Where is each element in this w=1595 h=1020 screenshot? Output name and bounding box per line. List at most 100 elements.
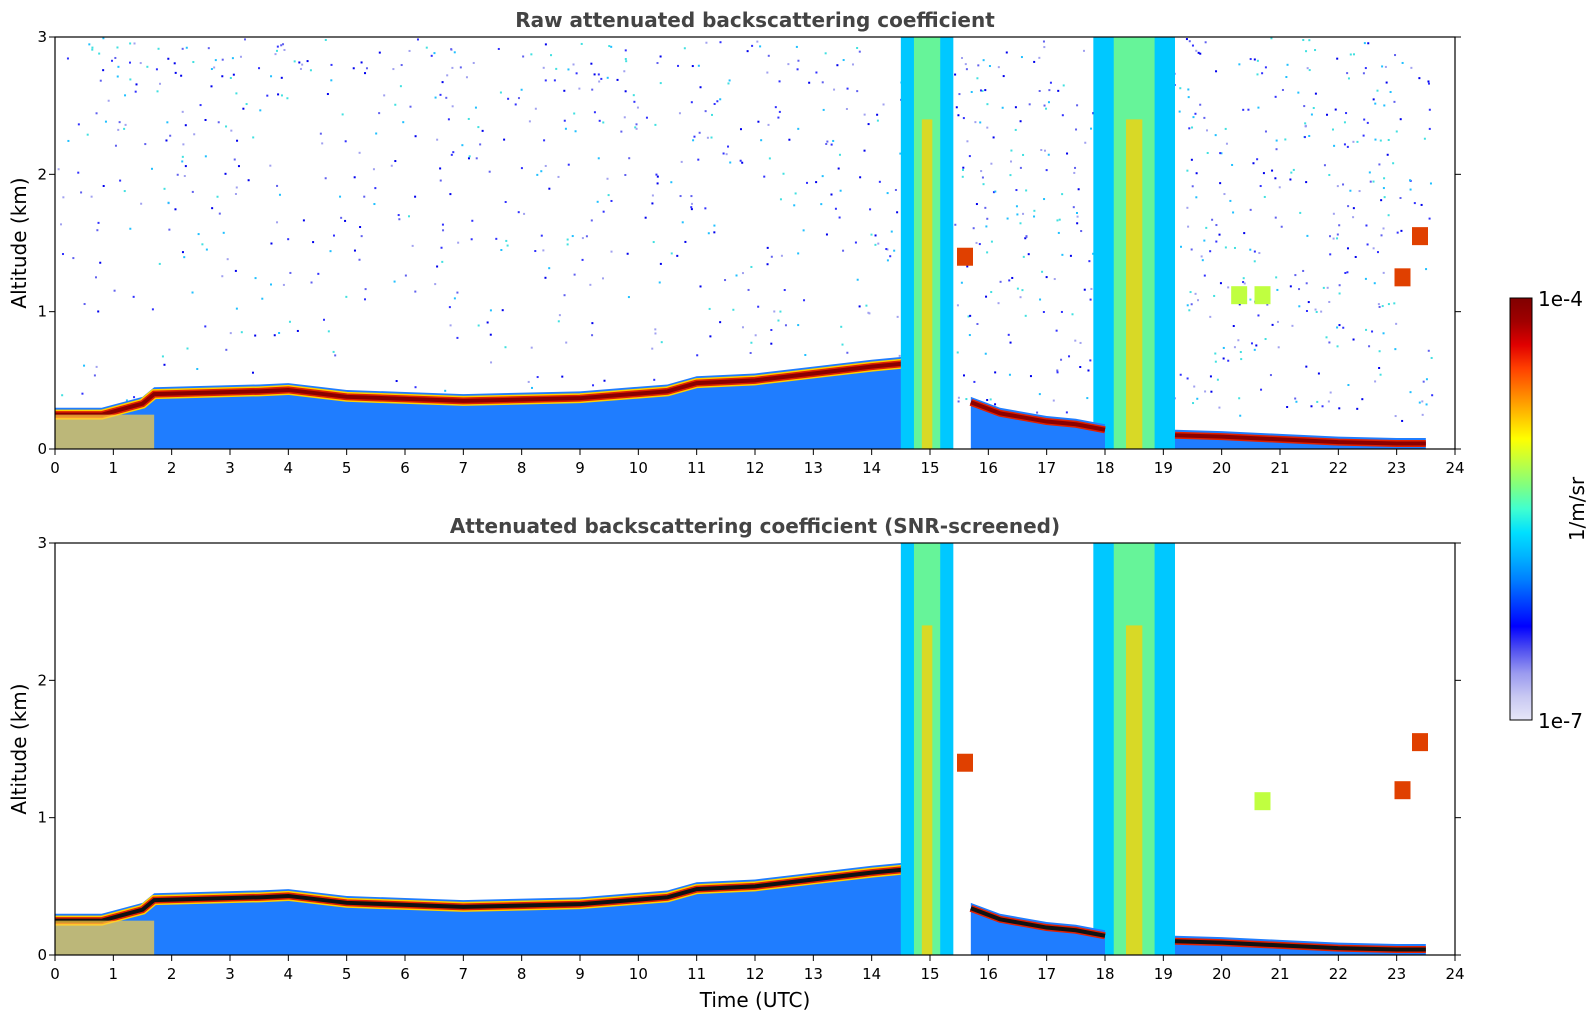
noise-speck: [185, 46, 188, 49]
noise-speck: [759, 45, 762, 48]
noise-speck: [874, 243, 877, 246]
noise-speck: [163, 363, 166, 366]
noise-speck: [83, 303, 86, 306]
noise-speck: [1188, 40, 1191, 43]
noise-speck: [1409, 179, 1412, 182]
noise-speck: [1074, 166, 1077, 169]
noise-speck: [449, 324, 452, 327]
noise-speck: [273, 334, 276, 337]
noise-speck: [676, 254, 679, 257]
noise-speck: [1356, 140, 1359, 143]
noise-speck: [261, 297, 264, 300]
noise-speck: [830, 193, 833, 196]
x-tick-label-raw: 10: [629, 459, 648, 477]
noise-speck: [634, 126, 637, 129]
x-tick-label-snr: 14: [862, 965, 881, 983]
noise-speck: [129, 227, 132, 230]
noise-speck: [992, 191, 995, 194]
noise-speck: [280, 94, 283, 97]
noise-speck: [540, 170, 543, 173]
noise-speck: [132, 295, 135, 298]
noise-speck: [1290, 171, 1293, 174]
noise-speck: [217, 121, 220, 124]
noise-speck: [779, 310, 782, 313]
noise-speck: [97, 221, 100, 224]
noise-speck: [1371, 330, 1374, 333]
noise-speck: [557, 175, 560, 178]
y-axis-label-snr: Altitude (km): [7, 683, 31, 814]
noise-speck: [1090, 127, 1093, 130]
noise-speck: [779, 198, 782, 201]
noise-speck: [1387, 303, 1390, 306]
noise-speck: [836, 64, 839, 67]
noise-speck: [1007, 333, 1010, 336]
noise-speck: [210, 68, 213, 71]
noise-speck: [563, 89, 566, 92]
precip-column-peak: [921, 625, 933, 955]
noise-speck: [867, 311, 870, 314]
noise-speck: [822, 108, 825, 111]
noise-speck: [1275, 148, 1278, 151]
noise-speck: [842, 249, 845, 252]
noise-speck: [1206, 151, 1209, 154]
noise-speck: [117, 65, 120, 68]
noise-speck: [1186, 304, 1189, 307]
noise-speck: [704, 110, 707, 113]
noise-speck: [698, 131, 701, 134]
noise-speck: [692, 139, 695, 142]
x-tick-label-snr: 7: [459, 965, 469, 983]
noise-speck: [1378, 305, 1381, 308]
noise-speck: [157, 47, 160, 50]
noise-speck: [739, 159, 742, 162]
noise-speck: [107, 99, 110, 102]
noise-speck: [1060, 310, 1063, 313]
noise-speck: [1038, 89, 1041, 92]
noise-speck: [1305, 50, 1308, 53]
noise-speck: [166, 121, 169, 124]
noise-speck: [1178, 110, 1181, 113]
x-axis-ticks-raw: 0 1 2 3 4 5 6 7 8 9 10 11 12 13 14 15 16 17 18 19 20 21 22 23 24: [50, 449, 1465, 477]
noise-speck: [1209, 375, 1212, 378]
noise-speck: [430, 54, 433, 57]
noise-speck: [439, 167, 442, 170]
noise-speck: [1010, 160, 1013, 163]
noise-speck: [1385, 81, 1388, 84]
noise-speck: [962, 166, 965, 169]
noise-speck: [870, 233, 873, 236]
noise-speck: [340, 216, 343, 219]
noise-speck: [276, 45, 279, 48]
noise-speck: [889, 255, 892, 258]
noise-speck: [1378, 367, 1381, 370]
noise-speck: [886, 192, 889, 195]
noise-speck: [156, 90, 159, 93]
noise-speck: [980, 170, 983, 173]
noise-speck: [497, 47, 500, 50]
noise-speck: [832, 139, 835, 142]
noise-speck: [96, 229, 99, 232]
x-tick-label-raw: 7: [459, 459, 469, 477]
noise-speck: [1379, 373, 1382, 376]
noise-speck: [1253, 250, 1256, 253]
noise-speck: [445, 96, 448, 99]
y-tick-label-snr: 3: [37, 534, 47, 552]
noise-speck: [352, 67, 355, 70]
noise-speck: [620, 130, 623, 133]
noise-speck: [409, 105, 412, 108]
noise-speck: [739, 128, 742, 131]
noise-speck: [183, 256, 186, 259]
noise-speck: [444, 389, 447, 392]
noise-speck: [724, 279, 727, 282]
noise-speck: [66, 57, 69, 60]
noise-speck: [1302, 269, 1305, 272]
noise-speck: [1338, 407, 1341, 410]
noise-speck: [1315, 310, 1318, 313]
noise-speck: [1024, 314, 1027, 317]
x-tick-label-raw: 11: [687, 459, 706, 477]
noise-speck: [1189, 291, 1192, 294]
noise-speck: [1082, 49, 1085, 52]
colorbar: 1e-4 1e-7 1/m/sr: [1509, 287, 1589, 733]
x-tick-label-raw: 19: [1154, 459, 1173, 477]
noise-speck: [578, 87, 581, 90]
noise-speck: [985, 225, 988, 228]
noise-speck: [1213, 294, 1216, 297]
